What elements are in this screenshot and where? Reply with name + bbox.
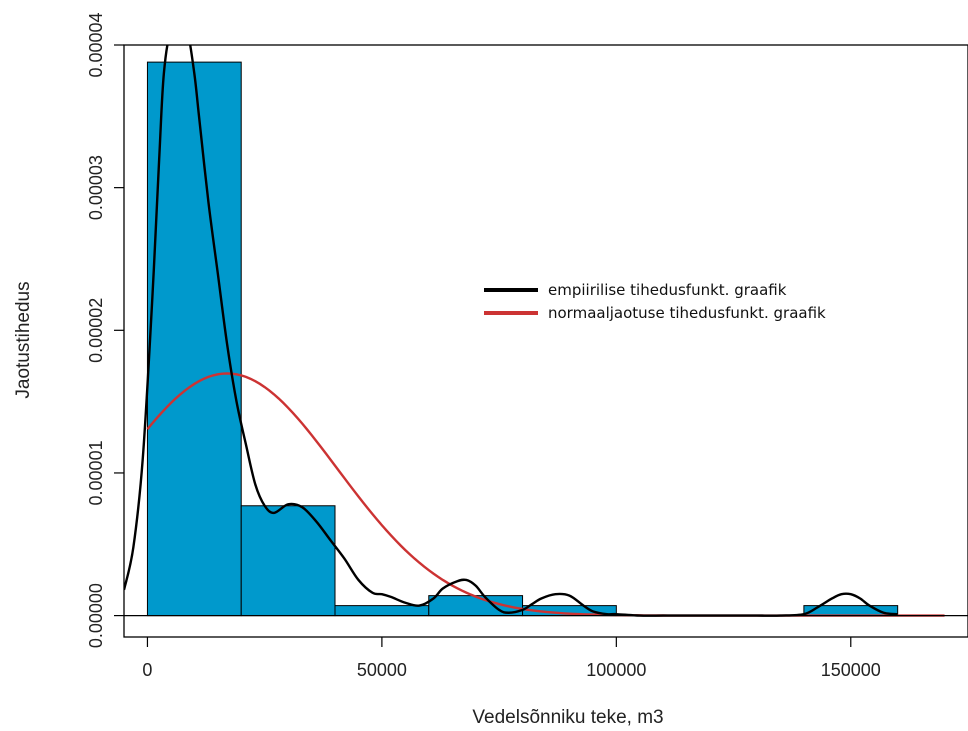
y-tick-label-1: 0.00001 xyxy=(86,440,106,505)
x-axis-title: Vedelsõnniku teke, m3 xyxy=(472,707,663,728)
histogram-bars xyxy=(146,61,899,617)
x-tick-label-1: 50000 xyxy=(357,660,407,680)
y-tick-label-0: 0.00000 xyxy=(86,583,106,648)
y-axis: 0.00000 0.00001 0.00002 0.00003 0.00004 xyxy=(86,12,124,648)
plot-frame xyxy=(123,44,968,638)
y-tick-label-4: 0.00004 xyxy=(86,12,106,77)
legend-label-1: normaaljaotuse tihedusfunkt. graafik xyxy=(548,304,826,322)
x-tick-label-2: 100000 xyxy=(586,660,646,680)
y-tick-label-2: 0.00002 xyxy=(86,298,106,363)
histogram-bar-1 xyxy=(240,505,336,617)
legend: empiirilise tihedusfunkt. graafik normaal… xyxy=(484,281,826,322)
y-axis-title: Jaotustihedus xyxy=(13,281,34,398)
histogram-bar-2 xyxy=(334,605,430,617)
x-tick-label-0: 0 xyxy=(142,660,152,680)
x-tick-label-3: 150000 xyxy=(821,660,881,680)
x-axis: 0 50000 100000 150000 xyxy=(142,637,881,680)
legend-label-0: empiirilise tihedusfunkt. graafik xyxy=(548,281,787,299)
y-tick-label-3: 0.00003 xyxy=(86,155,106,220)
